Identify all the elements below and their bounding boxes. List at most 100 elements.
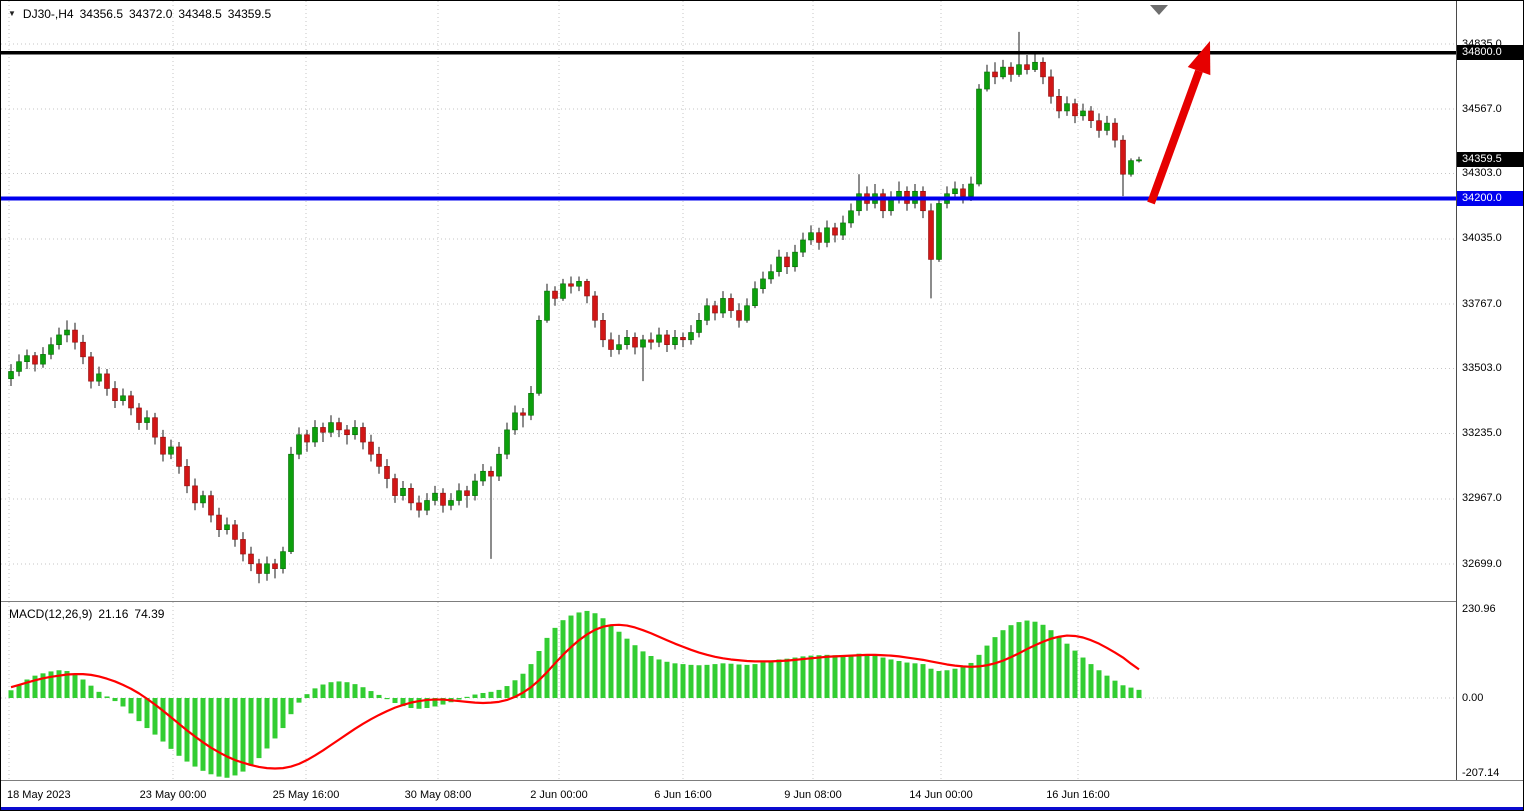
macd-histogram-bar [304, 694, 310, 698]
macd-histogram-bar [632, 645, 638, 698]
macd-histogram-bar [944, 670, 950, 698]
macd-histogram-bar [64, 671, 70, 698]
price-axis-tick: 32699.0 [1462, 557, 1502, 570]
candle-bearish [928, 210, 934, 260]
candle-bearish [648, 339, 654, 343]
macd-histogram-bar [312, 688, 318, 698]
macd-histogram-bar [1064, 643, 1070, 698]
macd-value-main: 21.16 [98, 607, 129, 621]
candle-bullish [696, 320, 702, 333]
macd-histogram-bar [608, 624, 614, 698]
macd-axis-tick: 0.00 [1462, 691, 1484, 704]
candle-bullish [312, 427, 318, 443]
candle-bearish [880, 193, 886, 212]
trend-arrow-head[interactable] [1187, 41, 1211, 76]
candle-bearish [488, 470, 494, 477]
macd-histogram-bar [168, 698, 174, 749]
macd-indicator-canvas[interactable] [1, 602, 1456, 780]
candle-bullish [448, 500, 454, 506]
macd-histogram-bar [888, 659, 894, 698]
macd-histogram-bar [576, 612, 582, 698]
candle-bullish [824, 227, 830, 243]
macd-axis-tick: 230.96 [1462, 602, 1496, 615]
time-axis-label: 6 Jun 16:00 [654, 789, 712, 801]
candle-bearish [344, 429, 350, 436]
macd-histogram-bar [880, 657, 886, 698]
candle-bullish [624, 337, 630, 345]
candle-bearish [160, 436, 166, 455]
candle-bullish [224, 524, 230, 530]
macd-histogram-bar [1080, 657, 1086, 698]
candle-bullish [720, 298, 726, 314]
candle-bearish [368, 441, 374, 455]
macd-histogram-bar [992, 637, 998, 698]
macd-histogram-bar [24, 679, 30, 698]
candle-bearish [152, 417, 158, 438]
macd-histogram-bar [912, 663, 918, 698]
macd-histogram-bar [32, 675, 38, 698]
chart-dropdown-icon[interactable]: ▼ [8, 9, 16, 18]
candle-bullish [536, 320, 542, 394]
macd-histogram-bar [1136, 689, 1142, 698]
macd-histogram-bar [528, 664, 534, 698]
candle-bearish [232, 524, 238, 540]
macd-histogram-bar [752, 664, 758, 698]
candle-bearish [920, 190, 926, 212]
macd-histogram-bar [840, 655, 846, 698]
macd-histogram-bar [72, 674, 78, 698]
candle-bullish [512, 412, 518, 431]
macd-histogram-bar [200, 698, 206, 771]
macd-histogram-bar [48, 671, 54, 698]
macd-histogram-bar [496, 689, 502, 698]
macd-histogram-bar [208, 698, 214, 775]
macd-histogram-bar [176, 698, 182, 756]
candle-bullish [656, 334, 662, 343]
macd-histogram-bar [600, 618, 606, 698]
candle-bullish [792, 251, 798, 268]
candle-bullish [776, 256, 782, 272]
macd-histogram-bar [224, 698, 230, 778]
trend-arrow-shaft[interactable] [1147, 69, 1203, 205]
macd-name: MACD(12,26,9) [9, 607, 93, 621]
candle-bearish [680, 337, 686, 341]
macd-histogram-bar [968, 662, 974, 698]
macd-histogram-bar [816, 655, 822, 698]
candle-bullish [280, 551, 286, 569]
candle-bearish [728, 298, 734, 311]
candle-bearish [1048, 76, 1054, 97]
candle-bullish [504, 429, 510, 455]
candle-bearish [1024, 64, 1030, 70]
macd-histogram-bar [296, 698, 302, 703]
candle-bearish [1008, 66, 1014, 75]
chart-shift-marker-icon[interactable] [1150, 5, 1168, 15]
macd-histogram-bar [1048, 630, 1054, 698]
time-axis-label: 2 Jun 00:00 [530, 789, 588, 801]
price-axis-tick: 34035.0 [1462, 232, 1502, 245]
candle-bearish [304, 434, 310, 443]
time-axis[interactable]: 18 May 2023 23 May 00:00 25 May 16:00 30 Ma… [1, 780, 1523, 809]
candle-bullish [264, 563, 270, 574]
candle-bullish [1064, 103, 1070, 112]
candle-bearish [104, 373, 110, 389]
candle-bearish [248, 553, 254, 565]
price-axis[interactable]: 34835.0 34567.0 34303.0 34035.0 33767.0 33503… [1456, 1, 1523, 780]
macd-histogram-bar [688, 664, 694, 698]
macd-histogram-bar [1024, 620, 1030, 698]
macd-histogram-bar [1112, 680, 1118, 698]
candle-bearish [1056, 96, 1062, 112]
macd-histogram-bar [1120, 685, 1126, 698]
macd-histogram-bar [400, 698, 406, 707]
candle-bearish [464, 490, 470, 496]
macd-histogram-bar [776, 659, 782, 698]
candle-bullish [752, 288, 758, 307]
panel-separator[interactable] [1, 601, 1523, 602]
candlestick-chart-canvas[interactable] [1, 1, 1456, 602]
candle-bearish [72, 329, 78, 343]
candle-bullish [64, 329, 70, 336]
candle-bullish [856, 193, 862, 212]
macd-histogram-bar [1104, 675, 1110, 698]
macd-histogram-bar [88, 685, 94, 698]
chart-header: ▼ DJ30-,H4 34356.5 34372.0 34348.5 34359… [8, 7, 271, 21]
macd-histogram-bar [704, 664, 710, 698]
candle-bullish [576, 281, 582, 287]
